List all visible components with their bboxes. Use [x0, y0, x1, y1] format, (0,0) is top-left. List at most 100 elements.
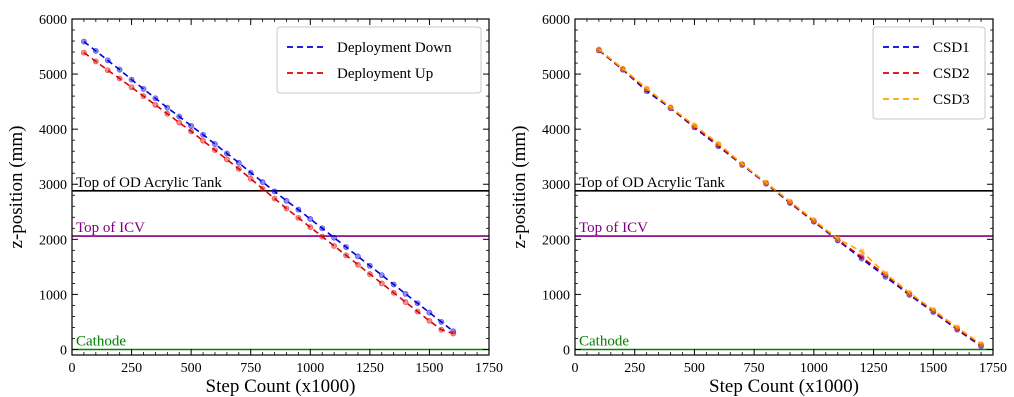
data-point-deployment-down — [343, 244, 349, 250]
x-tick-label: 500 — [181, 361, 202, 376]
data-point-csd3 — [954, 324, 961, 331]
data-point-deployment-up — [104, 67, 111, 74]
data-point-deployment-down — [426, 309, 433, 316]
y-tick-label: 2000 — [39, 233, 67, 248]
data-point-deployment-down — [283, 197, 290, 204]
data-point-csd3 — [619, 65, 626, 72]
y-tick-label: 1000 — [39, 288, 67, 303]
x-tick-label: 1000 — [296, 361, 324, 376]
data-point-deployment-up — [81, 49, 87, 56]
data-point-csd3 — [715, 140, 722, 147]
data-point-deployment-down — [259, 179, 266, 185]
data-point-deployment-up — [247, 175, 254, 182]
data-point-csd3 — [858, 248, 865, 255]
data-point-deployment-down — [164, 104, 171, 111]
data-point-deployment-up — [212, 147, 218, 153]
legend-box — [872, 26, 986, 120]
data-point-csd3 — [930, 306, 937, 313]
data-point-deployment-down — [355, 253, 361, 260]
data-point-deployment-down — [81, 38, 87, 45]
data-point-deployment-up — [188, 128, 195, 135]
data-point-deployment-down — [247, 169, 254, 176]
y-tick-label: 4000 — [39, 123, 67, 138]
data-point-csd3 — [643, 85, 650, 92]
legend-label-csd2: CSD2 — [933, 66, 970, 82]
data-point-deployment-down — [140, 86, 147, 92]
data-point-deployment-down — [366, 262, 373, 269]
x-tick-label: 1000 — [800, 361, 828, 376]
data-point-deployment-up — [259, 185, 266, 192]
data-point-deployment-down — [116, 66, 123, 73]
data-point-deployment-up — [331, 243, 338, 249]
data-point-csd3 — [810, 217, 817, 223]
data-point-deployment-down — [331, 234, 338, 241]
data-point-deployment-down — [188, 122, 195, 129]
y-tick-label: 3000 — [39, 178, 67, 193]
y-axis-label: z-position (mm) — [6, 126, 27, 249]
x-tick-label: 1250 — [356, 361, 384, 376]
data-point-deployment-up — [92, 58, 99, 65]
y-tick-label: 2000 — [542, 233, 570, 248]
legend-label-csd1: CSD1 — [933, 40, 970, 56]
y-tick-label: 0 — [563, 343, 570, 358]
data-point-csd3 — [978, 341, 984, 347]
y-tick-label: 3000 — [542, 178, 570, 193]
data-point-deployment-up — [355, 261, 361, 268]
data-point-deployment-down — [92, 48, 99, 54]
legend-label-csd3: CSD3 — [933, 92, 970, 108]
data-point-deployment-down — [152, 95, 159, 102]
data-point-deployment-up — [128, 84, 135, 91]
data-point-deployment-down — [223, 150, 230, 157]
data-point-deployment-up — [307, 224, 314, 231]
data-point-deployment-up — [152, 102, 159, 108]
x-axis-label: Step Count (x1000) — [709, 376, 859, 397]
x-tick-label: 1750 — [979, 361, 1007, 376]
data-point-csd3 — [906, 289, 913, 296]
x-tick-label: 250 — [121, 361, 142, 376]
y-tick-label: 6000 — [39, 13, 67, 28]
y-tick-label: 5000 — [39, 68, 67, 83]
legend-label-deployment-up: Deployment Up — [337, 66, 433, 82]
x-tick-label: 1250 — [860, 361, 888, 376]
series-line-csd3 — [598, 48, 982, 345]
data-point-csd3 — [763, 179, 769, 186]
data-point-deployment-down — [176, 113, 183, 120]
data-point-deployment-down — [319, 225, 326, 232]
legend: CSD1 CSD2 CSD3 — [872, 26, 986, 120]
x-tick-label: 1750 — [475, 361, 503, 376]
data-point-deployment-up — [140, 93, 147, 100]
x-tick-label: 1500 — [415, 361, 443, 376]
data-point-deployment-up — [271, 195, 278, 202]
data-point-deployment-up — [176, 119, 183, 126]
x-tick-label: 750 — [240, 361, 261, 376]
data-point-deployment-up — [223, 156, 230, 163]
data-point-csd3 — [667, 104, 674, 111]
reference-label-cathode: Cathode — [76, 333, 126, 349]
x-tick-label: 0 — [69, 361, 76, 376]
data-point-deployment-down — [414, 300, 421, 307]
data-point-deployment-down — [402, 290, 409, 297]
data-point-csd3 — [691, 122, 698, 129]
y-axis-label: z-position (mm) — [509, 126, 530, 249]
x-tick-label: 0 — [572, 361, 579, 376]
axes-frame — [574, 18, 994, 356]
data-point-deployment-down — [128, 76, 135, 83]
data-point-csd2 — [858, 254, 865, 260]
y-tick-label: 6000 — [542, 13, 570, 28]
reference-label-top-of-od-acrylic-tank: Top of OD Acrylic Tank — [76, 175, 222, 191]
reference-label-top-of-od-acrylic-tank: Top of OD Acrylic Tank — [579, 175, 725, 191]
y-tick-label: 1000 — [542, 288, 570, 303]
x-tick-label: 500 — [684, 361, 705, 376]
x-tick-label: 250 — [624, 361, 645, 376]
data-point-deployment-up — [390, 289, 397, 296]
data-point-deployment-up — [235, 165, 242, 172]
data-point-deployment-down — [212, 141, 218, 147]
data-point-csd3 — [595, 46, 602, 53]
axes-frame — [71, 18, 490, 356]
reference-label-top-of-icv: Top of ICV — [579, 220, 648, 236]
data-point-deployment-up — [426, 317, 433, 324]
data-point-deployment-up — [319, 233, 326, 240]
